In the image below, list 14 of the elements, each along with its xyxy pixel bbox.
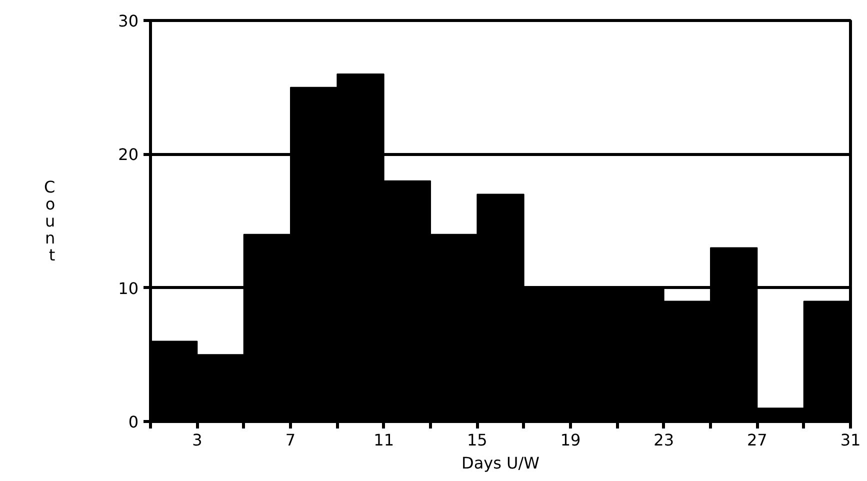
x-tick-label: 11 <box>374 430 394 450</box>
x-tick-label: 3 <box>192 430 202 450</box>
y-tick-label: 30 <box>118 12 138 30</box>
x-axis-title: Days U/W <box>462 454 540 472</box>
x-tick-label: 23 <box>654 430 674 450</box>
x-tick-label: 31 <box>840 430 861 450</box>
x-tick-label: 7 <box>285 430 296 450</box>
y-tick-label: 20 <box>118 145 138 164</box>
x-tick-label: 15 <box>466 430 488 450</box>
x-tick-label: 19 <box>560 430 581 450</box>
x-tick-label: 27 <box>746 430 768 450</box>
y-axis-title: Count <box>44 177 56 265</box>
y-tick-label: 10 <box>118 278 138 298</box>
y-tick-label: 0 <box>128 412 139 432</box>
